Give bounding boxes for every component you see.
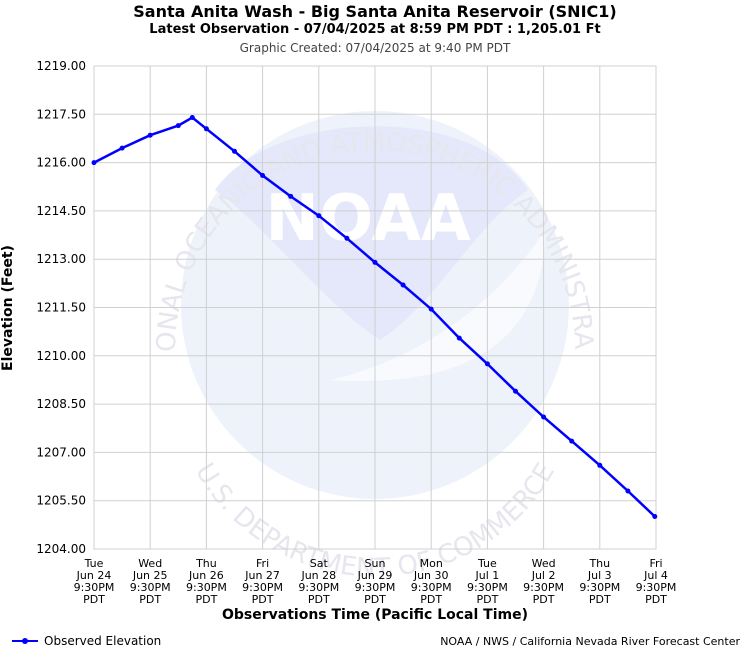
- x-tick-label: Tue Jun 24 9:30PM PDT: [74, 557, 115, 606]
- plot-border: [93, 65, 657, 550]
- x-tick-label: Wed Jul 2 9:30PM PDT: [523, 557, 564, 606]
- series-observed-elevation: [91, 115, 658, 519]
- data-point: [569, 438, 575, 444]
- legend-line-icon: [12, 638, 38, 644]
- y-tick-label: 1217.50: [36, 107, 86, 121]
- data-point: [189, 115, 195, 120]
- x-axis-label: Observations Time (Pacific Local Time): [222, 607, 528, 623]
- credit-text: NOAA / NWS / California Nevada River For…: [440, 635, 740, 648]
- y-tick-label: 1219.00: [36, 59, 86, 73]
- data-point: [316, 213, 322, 219]
- chart-title: Santa Anita Wash - Big Santa Anita Reser…: [133, 2, 617, 21]
- data-point: [597, 462, 603, 468]
- y-tick-label: 1213.00: [36, 252, 86, 266]
- data-point: [456, 335, 462, 341]
- y-tick-label: 1214.50: [36, 204, 86, 218]
- data-point: [288, 193, 294, 199]
- legend: Observed Elevation: [12, 634, 161, 648]
- x-tick-label: Thu Jun 26 9:30PM PDT: [186, 557, 227, 606]
- y-axis-label: Elevation (Feet): [0, 245, 16, 371]
- y-tick-label: 1211.50: [36, 301, 86, 315]
- x-tick-label: Sat Jun 28 9:30PM PDT: [298, 557, 339, 606]
- x-tick-label: Fri Jul 4 9:30PM PDT: [636, 557, 677, 606]
- series-line: [93, 115, 656, 518]
- y-tick-label: 1210.00: [36, 349, 86, 363]
- data-point: [175, 123, 181, 129]
- legend-label: Observed Elevation: [44, 634, 162, 648]
- data-point: [91, 160, 97, 166]
- data-point: [541, 414, 547, 420]
- data-point: [513, 388, 518, 394]
- x-tick-label: Sun Jun 29 9:30PM PDT: [355, 557, 396, 606]
- data-point: [400, 282, 406, 288]
- latest-observation: Latest Observation - 07/04/2025 at 8:59 …: [149, 22, 601, 37]
- noaa-logo-text: NOAA: [265, 182, 471, 256]
- x-tick-label: Thu Jul 3 9:30PM PDT: [579, 557, 620, 606]
- data-point: [625, 488, 631, 494]
- grid: [93, 65, 657, 550]
- data-point: [344, 235, 350, 241]
- y-tick-label: 1208.50: [36, 397, 86, 411]
- data-point: [147, 132, 153, 138]
- graphic-created: Graphic Created: 07/04/2025 at 9:40 PM P…: [239, 41, 511, 55]
- x-tick-label: Wed Jun 25 9:30PM PDT: [130, 557, 171, 606]
- x-tick-label: Fri Jun 27 9:30PM PDT: [242, 557, 283, 606]
- data-point: [372, 259, 378, 265]
- data-point: [203, 126, 209, 132]
- x-tick-label: Mon Jun 30 9:30PM PDT: [411, 557, 452, 606]
- data-point: [484, 361, 490, 367]
- data-point: [428, 306, 434, 312]
- noaa-watermark: NOAA NATIONAL OCEANIC AND ATMOSPHERIC AD…: [0, 0, 598, 584]
- y-tick-label: 1216.00: [36, 156, 86, 170]
- y-tick-label: 1204.00: [36, 542, 86, 556]
- data-point: [260, 173, 266, 178]
- y-tick-label: 1205.50: [36, 494, 86, 508]
- data-point: [119, 145, 125, 151]
- data-point: [232, 148, 237, 154]
- y-tick-label: 1207.00: [36, 445, 86, 459]
- x-tick-label: Tue Jul 1 9:30PM PDT: [467, 557, 508, 606]
- data-point: [652, 514, 658, 519]
- axes: 1219.00 1217.50 1216.00 1214.50 1213.00 1211.…: [36, 59, 676, 606]
